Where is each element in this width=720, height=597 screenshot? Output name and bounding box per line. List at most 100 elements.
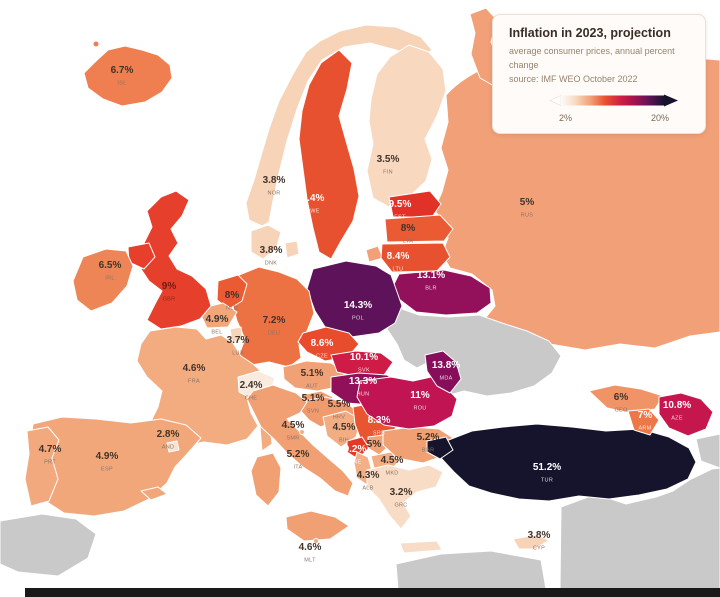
svg-text:BLR: BLR <box>425 286 437 292</box>
country-label-HUN: 13.3% HUN <box>349 376 377 398</box>
country-label-NOR: 3.8% NOR <box>263 175 286 197</box>
svg-text:GRC: GRC <box>394 503 407 509</box>
svg-text:AUT: AUT <box>306 384 318 390</box>
country-DNK <box>250 224 282 260</box>
svg-text:3.2%: 3.2% <box>390 487 413 498</box>
country-DEU <box>228 266 315 368</box>
country-FRA <box>136 326 264 447</box>
country-IRL <box>72 248 134 312</box>
svg-text:9%: 9% <box>162 281 177 292</box>
color-gradient-bar <box>549 94 678 107</box>
country-label-MLT: 4.6% MLT <box>299 542 322 564</box>
svg-text:BEL: BEL <box>211 330 222 336</box>
svg-text:4.6%: 4.6% <box>299 542 322 553</box>
svg-text:GEO: GEO <box>614 408 628 414</box>
country-label-TUR: 51.2% TUR <box>533 462 561 484</box>
country-label-MKD: 4.5% MKD <box>381 455 404 477</box>
svg-text:13.1%: 13.1% <box>417 270 445 281</box>
country-label-PRT: 4.7% PRT <box>39 444 62 466</box>
country-label-SWE: 8.4% SWE <box>302 193 325 215</box>
svg-text:5.2%: 5.2% <box>417 432 440 443</box>
svg-text:8.4%: 8.4% <box>387 251 410 262</box>
country-label-ROU: 11% ROU <box>410 390 430 412</box>
svg-text:ALB: ALB <box>362 486 373 492</box>
svg-text:8.3%: 8.3% <box>368 415 391 426</box>
country-label-DEU: 7.2% DEU <box>263 315 286 337</box>
svg-text:DNK: DNK <box>265 261 278 267</box>
svg-text:5.2%: 5.2% <box>287 449 310 460</box>
svg-text:ESP: ESP <box>101 467 113 473</box>
svg-text:6%: 6% <box>614 392 629 403</box>
country-label-MNE: 9.2% MNE <box>344 444 367 466</box>
country-label-CYP: 3.8% CYP <box>528 530 551 552</box>
svg-text:13.3%: 13.3% <box>349 376 377 387</box>
svg-text:5%: 5% <box>520 197 535 208</box>
svg-text:10.8%: 10.8% <box>663 400 691 411</box>
svg-text:BGR: BGR <box>422 448 435 454</box>
country-label-ESP: 4.9% ESP <box>96 451 119 473</box>
svg-text:GBR: GBR <box>163 297 176 303</box>
svg-text:51.2%: 51.2% <box>533 462 561 473</box>
svg-text:4.5%: 4.5% <box>381 455 404 466</box>
country-LVA <box>384 214 454 243</box>
country-NOR <box>245 24 433 227</box>
svg-text:IRL: IRL <box>105 276 114 282</box>
legend-title: Inflation in 2023, projection <box>509 26 671 40</box>
country-label-CHE: 2.4% CHE <box>240 380 263 402</box>
svg-text:EST: EST <box>394 215 406 221</box>
svg-text:FIN: FIN <box>383 170 393 176</box>
svg-text:HUN: HUN <box>357 392 370 398</box>
country-FIN <box>366 44 447 208</box>
country-label-SMR: 4.5% SMR <box>282 420 305 442</box>
country-BIH <box>322 410 362 448</box>
svg-text:13.8%: 13.8% <box>432 360 460 371</box>
region-north-africa-east <box>395 550 547 590</box>
svg-text:8.6%: 8.6% <box>311 338 334 349</box>
svg-text:9.5%: 9.5% <box>389 199 412 210</box>
country-label-FIN: 3.5% FIN <box>377 154 400 176</box>
svg-text:LVA: LVA <box>403 239 414 245</box>
island-crete <box>399 540 443 554</box>
svg-text:PRT: PRT <box>44 460 56 466</box>
country-label-BEL: 4.9% BEL <box>206 314 229 336</box>
country-label-ISL: 6.7% ISL <box>111 65 134 87</box>
country-PRT <box>24 426 60 507</box>
country-label-AZE: 10.8% AZE <box>663 400 691 422</box>
country-label-LTU: 8.4% LTU <box>387 251 410 273</box>
svg-text:AND: AND <box>162 445 175 451</box>
country-ITA <box>246 384 354 497</box>
country-label-NLD: 8% NLD <box>225 290 240 312</box>
svg-text:LTU: LTU <box>393 267 404 273</box>
svg-text:5%: 5% <box>367 439 382 450</box>
country-label-XKX: 5% <box>367 439 382 450</box>
country-EST <box>388 190 442 218</box>
svg-text:5.5%: 5.5% <box>328 399 351 410</box>
country-label-LVA: 8% LVA <box>401 223 416 245</box>
svg-text:4.9%: 4.9% <box>206 314 229 325</box>
country-AND <box>166 440 180 453</box>
country-label-SVK: 10.1% SVK <box>350 352 378 374</box>
island-balearics <box>140 486 168 501</box>
country-label-MDA: 13.8% MDA <box>432 360 460 382</box>
country-label-AUT: 5.1% AUT <box>301 368 324 390</box>
country-MNE <box>346 436 370 460</box>
country-SMR <box>299 429 305 435</box>
svg-text:5.1%: 5.1% <box>301 368 324 379</box>
svg-text:14.3%: 14.3% <box>344 300 372 311</box>
region-turkish-thrace <box>426 436 454 460</box>
svg-text:CHE: CHE <box>245 396 258 402</box>
svg-text:SMR: SMR <box>286 436 299 442</box>
svg-text:8.4%: 8.4% <box>302 193 325 204</box>
svg-text:ARM: ARM <box>638 426 651 432</box>
region-iran <box>695 433 720 469</box>
country-label-ALB: 4.3% ALB <box>357 470 380 492</box>
country-label-ARM: 7% ARM <box>638 410 653 432</box>
country-label-GRC: 3.2% GRC <box>390 487 413 509</box>
gradient-bar <box>561 95 664 106</box>
country-label-LUX: 3.7% LUX <box>227 335 250 357</box>
svg-text:11%: 11% <box>410 390 430 401</box>
country-label-GBR: 9% GBR <box>162 281 177 303</box>
svg-text:POL: POL <box>352 316 364 322</box>
